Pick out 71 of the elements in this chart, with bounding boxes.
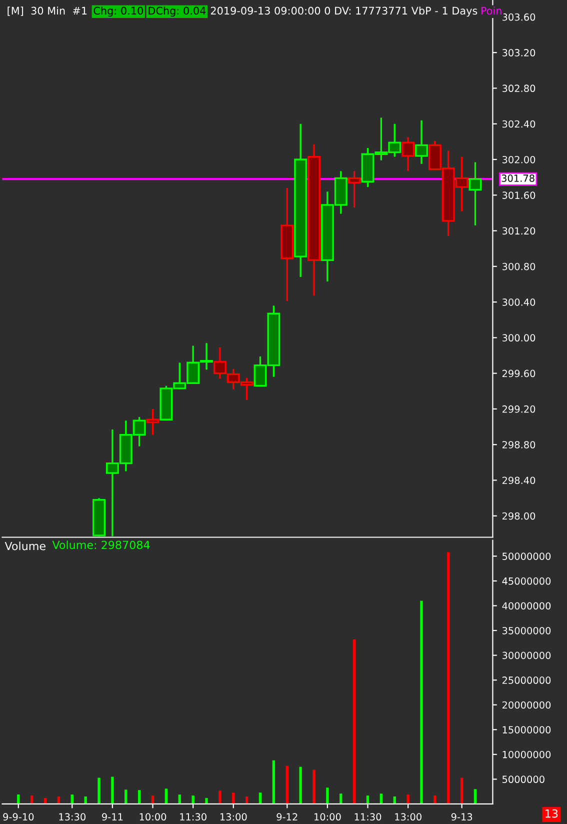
bar (164, 788, 168, 804)
y-tick-label: 301.60 (502, 192, 536, 199)
text: 13 (546, 809, 558, 818)
bar (286, 766, 288, 804)
y-tick-label: 298.80 (502, 441, 536, 448)
text: [M] 30 Min #1 (8, 6, 87, 16)
x-tick-label: 9-13 (451, 813, 472, 821)
bar (312, 770, 316, 804)
y-tick-label: 301.20 (502, 227, 536, 235)
y-tick-label: 45000000 (502, 577, 551, 585)
candlestick (146, 409, 160, 435)
y-tick-label: 15000000 (502, 726, 551, 734)
y-tick-label: 303.60 (502, 13, 536, 21)
bar (84, 796, 87, 804)
bar (124, 790, 128, 804)
x-tick-label: 13:00 (395, 813, 422, 821)
bar (218, 790, 222, 804)
annotation: Volume: 2987084 (52, 540, 150, 550)
candlestick (468, 162, 482, 226)
y-tick-label: 25000000 (502, 676, 551, 684)
annotation: DChg: 0.04 (148, 6, 206, 17)
x-tick-label: 11:30 (180, 813, 206, 821)
y-tick-label: 298.40 (502, 476, 536, 484)
annotation: 2019-09-13 09:00:00 0 DV: 17773771 VbP - 1 Days (210, 6, 478, 17)
bar (272, 760, 276, 804)
annotation: Poin (481, 6, 502, 15)
y-tick-label: 302.00 (502, 156, 536, 164)
y-tick-label: 300.80 (502, 262, 536, 270)
y-tick-label: 35000000 (502, 626, 551, 634)
x-tick-label: 13:30 (59, 813, 86, 821)
bar (98, 778, 100, 804)
y-tick-label: 20000000 (502, 701, 551, 709)
bar (434, 796, 436, 804)
y-tick-label: 303.20 (502, 49, 536, 56)
bar (447, 552, 450, 804)
y-tick-label: 300.00 (502, 334, 536, 342)
y-tick-label: 5000000 (502, 776, 544, 784)
ref-line-label: 301.78 (502, 174, 534, 182)
bar (420, 600, 423, 804)
y-tick-label: 300.40 (502, 298, 536, 306)
candlestick (348, 171, 361, 208)
bar (192, 796, 194, 804)
y-tick-label: 299.20 (502, 405, 536, 413)
y-tick-label: 50000000 (502, 552, 551, 560)
y-tick-label: 298.00 (502, 512, 536, 520)
y-tick-label: 40000000 (502, 602, 551, 610)
bar (474, 789, 477, 804)
y-tick-label: 299.60 (502, 370, 536, 378)
bar (352, 639, 356, 804)
x-tick-label: 13:00 (220, 813, 247, 821)
bar (205, 798, 208, 804)
x-tick-label: 9-11 (102, 813, 123, 821)
chart-title: Volume (4, 542, 46, 550)
candlestick (415, 120, 428, 164)
candlestick (402, 137, 415, 172)
x-tick-label: 10:00 (314, 813, 341, 821)
y-tick-label: 302.40 (502, 120, 536, 128)
y-tick-label: 30000000 (502, 652, 551, 660)
annotation: Chg: 0.10 (94, 6, 143, 17)
x-tick-label: 10:00 (140, 813, 166, 821)
bar (111, 776, 114, 804)
y-tick-label: 10000000 (502, 750, 551, 758)
bar (326, 788, 329, 804)
bar (138, 790, 141, 804)
x-tick-label: 11:30 (354, 813, 382, 821)
bar (460, 778, 464, 804)
y-tick-label: 302.80 (502, 84, 536, 92)
bar (406, 794, 410, 804)
x-tick-label: 9-9-10 (3, 813, 34, 821)
x-tick-label: 9-12 (276, 813, 298, 821)
bar (299, 766, 302, 804)
